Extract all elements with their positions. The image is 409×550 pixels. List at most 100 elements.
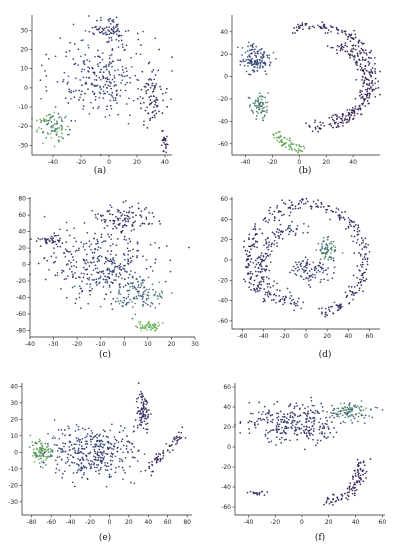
data-point <box>340 121 343 124</box>
data-point <box>80 93 82 96</box>
data-point <box>323 27 325 29</box>
data-point <box>339 49 342 52</box>
data-point <box>51 437 54 440</box>
data-point <box>359 467 362 470</box>
data-point <box>332 497 335 500</box>
data-point <box>368 82 371 85</box>
data-point <box>256 69 259 72</box>
data-point <box>367 102 370 105</box>
data-point <box>65 296 68 299</box>
data-point <box>39 440 41 442</box>
data-point <box>37 458 40 461</box>
data-point <box>361 414 364 417</box>
data-point <box>33 460 36 463</box>
data-point <box>322 425 325 427</box>
data-point <box>298 202 300 205</box>
data-point <box>252 261 255 264</box>
data-point <box>115 215 117 218</box>
data-point <box>118 292 120 295</box>
data-point <box>305 432 308 435</box>
data-point <box>365 278 368 280</box>
data-point <box>256 52 259 54</box>
data-point <box>132 224 134 227</box>
x-tick-label: 40 <box>349 159 357 166</box>
data-point <box>353 492 356 495</box>
data-point <box>362 70 365 72</box>
data-point <box>94 85 96 88</box>
data-point <box>123 427 126 429</box>
data-point <box>267 248 270 251</box>
data-point <box>35 130 38 133</box>
data-point <box>151 327 153 330</box>
data-point <box>346 118 349 121</box>
data-point <box>291 220 293 223</box>
data-point <box>137 382 140 384</box>
data-point <box>265 73 268 75</box>
data-point <box>381 409 384 411</box>
data-point <box>325 269 327 271</box>
data-point <box>134 302 137 305</box>
data-point <box>142 278 144 281</box>
axis-spines <box>231 15 380 156</box>
data-point <box>104 92 107 95</box>
data-point <box>151 71 153 73</box>
data-point <box>143 301 146 303</box>
data-point <box>135 52 138 55</box>
data-point <box>349 116 351 118</box>
data-point <box>350 225 352 227</box>
data-point <box>139 102 142 105</box>
data-point <box>327 205 329 207</box>
data-point <box>71 256 74 258</box>
data-point <box>63 278 66 281</box>
data-point <box>326 45 329 47</box>
data-point <box>285 421 287 423</box>
data-point <box>89 438 92 441</box>
data-point <box>102 85 105 88</box>
data-point <box>74 62 77 65</box>
data-point <box>268 409 270 412</box>
data-point <box>54 260 56 263</box>
data-point <box>277 419 280 421</box>
data-point <box>99 450 102 453</box>
data-point <box>74 302 77 305</box>
data-point <box>250 258 253 260</box>
data-point <box>85 446 88 449</box>
data-point <box>73 227 75 230</box>
data-point <box>110 452 113 455</box>
data-point <box>301 22 304 24</box>
data-point <box>114 97 117 99</box>
data-point <box>120 34 123 37</box>
data-point <box>356 64 358 67</box>
data-point <box>45 450 47 453</box>
data-point <box>149 119 151 121</box>
data-point <box>60 429 63 431</box>
data-point <box>273 243 276 246</box>
data-point <box>296 29 299 32</box>
data-point <box>136 326 139 329</box>
data-point <box>337 214 340 217</box>
data-point <box>67 453 70 456</box>
data-point <box>136 32 139 35</box>
data-point <box>74 449 77 452</box>
data-point <box>145 258 148 261</box>
scatter-points <box>242 197 371 318</box>
data-point <box>61 269 63 272</box>
data-point <box>365 407 367 410</box>
data-point <box>308 263 311 266</box>
data-point <box>127 250 130 252</box>
data-point <box>75 249 78 252</box>
data-point <box>108 70 110 73</box>
data-point <box>292 419 295 422</box>
data-point <box>101 31 103 34</box>
data-point <box>54 128 57 130</box>
data-point <box>127 293 130 296</box>
data-point <box>317 242 320 245</box>
data-point <box>263 217 266 220</box>
data-point <box>159 453 162 456</box>
data-point <box>125 271 128 273</box>
data-point <box>113 31 116 34</box>
data-point <box>257 50 260 53</box>
data-point <box>141 298 144 300</box>
data-point <box>304 413 307 415</box>
data-point <box>97 65 100 68</box>
